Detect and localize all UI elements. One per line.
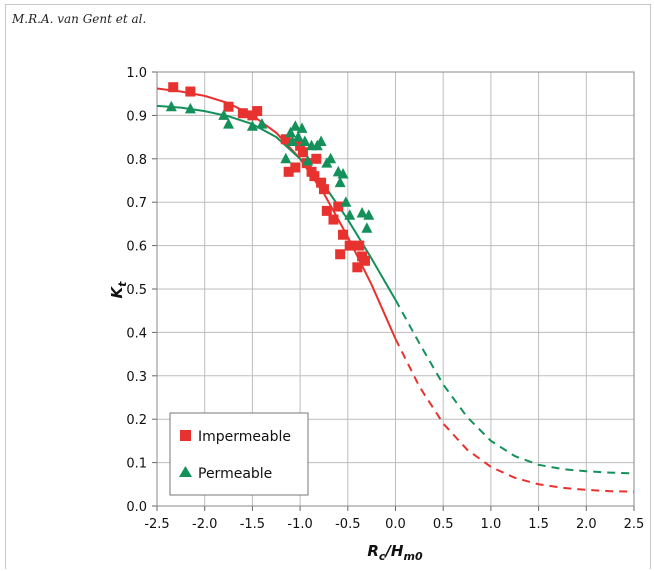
point-permeable xyxy=(325,152,337,164)
point-impermeable xyxy=(283,166,294,177)
y-tick-label: 1.0 xyxy=(126,66,147,81)
point-impermeable xyxy=(338,229,349,240)
point-impermeable xyxy=(252,106,263,117)
x-tick-label: -2.5 xyxy=(144,517,169,532)
y-tick-labels: 0.0 0.1 0.2 0.3 0.4 0.5 0.6 0.7 0.8 0.9 1.0 xyxy=(126,66,147,515)
point-impermeable xyxy=(185,86,196,97)
legend-marker-permeable xyxy=(179,466,192,477)
x-axis-label: Rc/Hm0 xyxy=(367,542,423,563)
point-impermeable xyxy=(280,134,291,145)
point-impermeable xyxy=(359,255,370,266)
data-points xyxy=(165,82,375,273)
fit-curves xyxy=(156,87,635,493)
y-tick-label: 0.2 xyxy=(126,413,147,428)
y-tick-label: 0.4 xyxy=(126,326,147,341)
fit-curve-solid-impermeable xyxy=(156,87,397,340)
point-permeable xyxy=(337,167,349,179)
point-impermeable xyxy=(311,153,322,164)
legend-label-permeable: Permeable xyxy=(198,466,272,482)
x-tick-label: 2.0 xyxy=(576,517,597,532)
point-permeable xyxy=(299,135,311,146)
point-impermeable xyxy=(344,240,355,251)
point-impermeable xyxy=(309,171,320,182)
point-permeable xyxy=(184,102,196,114)
point-permeable xyxy=(292,131,304,142)
point-impermeable xyxy=(168,82,179,93)
point-impermeable xyxy=(237,108,248,119)
x-tick-label: -1.5 xyxy=(240,517,265,532)
point-permeable xyxy=(315,135,327,146)
point-impermeable xyxy=(297,147,308,158)
point-permeable xyxy=(344,209,356,220)
y-tick-label: 0.1 xyxy=(126,457,147,472)
point-permeable xyxy=(302,154,314,166)
y-tick-label: 0.6 xyxy=(126,240,147,255)
point-permeable xyxy=(356,207,368,218)
figure-frame xyxy=(5,4,651,569)
legend-box xyxy=(169,412,309,496)
point-permeable xyxy=(340,196,352,207)
point-permeable xyxy=(280,152,292,164)
y-tick-label: 0.7 xyxy=(126,196,147,211)
point-permeable xyxy=(334,176,346,188)
x-tick-label: -1.0 xyxy=(287,517,312,532)
y-axis-label: Kt xyxy=(108,281,129,299)
point-permeable xyxy=(296,122,308,133)
point-permeable xyxy=(218,109,230,120)
point-impermeable xyxy=(321,205,332,216)
point-permeable xyxy=(361,222,373,233)
point-permeable xyxy=(363,209,375,220)
x-tick-label: 2.5 xyxy=(624,517,645,532)
point-impermeable xyxy=(352,262,363,273)
point-permeable xyxy=(223,118,235,129)
point-permeable xyxy=(165,100,177,112)
y-tick-label: 0.0 xyxy=(126,500,147,515)
point-impermeable xyxy=(318,184,329,195)
x-tick-label: 0.0 xyxy=(385,517,406,532)
point-impermeable xyxy=(290,162,301,173)
point-impermeable xyxy=(316,177,327,188)
point-impermeable xyxy=(223,101,234,112)
point-impermeable xyxy=(354,240,365,251)
y-tick-label: 0.5 xyxy=(126,283,147,298)
point-permeable xyxy=(285,126,297,138)
legend: Impermeable Permeable xyxy=(169,412,309,496)
x-tick-label: 0.5 xyxy=(433,517,454,532)
x-tick-label: 1.5 xyxy=(528,517,549,532)
fit-curve-solid-permeable xyxy=(156,104,397,301)
x-tick-label: 1.0 xyxy=(481,517,502,532)
plot-area-border xyxy=(156,71,635,507)
point-permeable xyxy=(286,135,298,146)
x-tick-labels: -2.5 -2.0 -1.5 -1.0 -0.5 0.0 0.5 1.0 1.5 2.0 2.5 xyxy=(144,517,644,532)
legend-label-impermeable: Impermeable xyxy=(198,429,291,445)
y-tick-label: 0.8 xyxy=(126,153,147,168)
fit-curve-dashed-impermeable xyxy=(394,338,635,493)
x-tick-label: -0.5 xyxy=(335,517,360,532)
point-permeable xyxy=(256,118,268,129)
author-caption: M.R.A. van Gent et al. xyxy=(12,12,147,26)
point-impermeable xyxy=(335,249,346,260)
point-impermeable xyxy=(328,214,339,225)
point-permeable xyxy=(289,120,301,131)
fit-curve-dashed-permeable xyxy=(394,299,635,475)
legend-marker-impermeable xyxy=(180,430,191,441)
y-tick-label: 0.3 xyxy=(126,370,147,385)
y-tick-label: 0.9 xyxy=(126,109,147,124)
point-permeable xyxy=(246,120,258,131)
x-tick-label: -2.0 xyxy=(192,517,217,532)
point-impermeable xyxy=(333,201,344,212)
